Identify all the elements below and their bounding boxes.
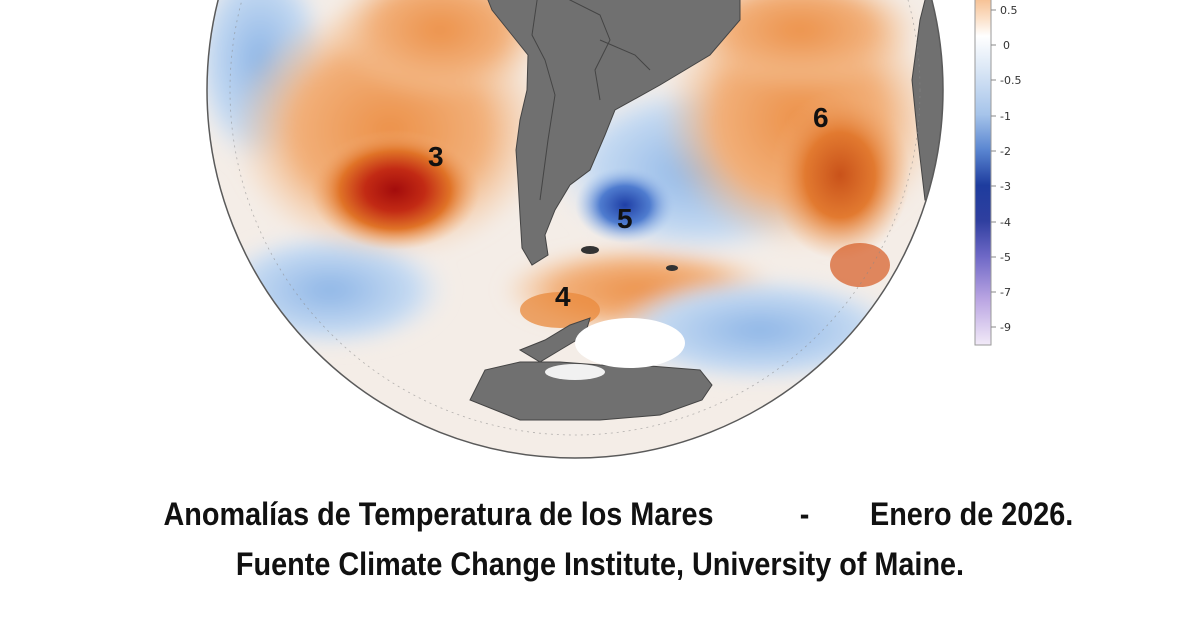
globe xyxy=(207,0,943,458)
colorbar-ticks xyxy=(991,9,996,328)
warm-anomaly-north xyxy=(330,0,550,100)
colorbar-tick-label: -0.5 xyxy=(1000,74,1021,87)
cold-anomaly-5 xyxy=(575,167,675,243)
anomaly-hotspot-3 xyxy=(310,130,480,250)
warm-anomaly-southeast-edge xyxy=(830,243,890,287)
globe-outline xyxy=(206,0,944,459)
antarctic-peninsula xyxy=(518,317,591,363)
region-label-3: 3 xyxy=(428,141,444,172)
falkland-islands xyxy=(581,246,599,254)
country-borders xyxy=(531,0,651,201)
warm-anomaly-northeast xyxy=(680,0,920,90)
graticule-ring xyxy=(229,0,921,436)
colorbar-tick-label: -4 xyxy=(1000,216,1011,229)
colorbar-tick-label: -5 xyxy=(1000,251,1011,264)
colorbar-tick-label: -7 xyxy=(1000,286,1011,299)
colorbar-tick-label: 0.5 xyxy=(1000,4,1018,17)
colorbar-tick-label: 0 xyxy=(1003,39,1010,52)
south-georgia xyxy=(666,265,678,271)
colorbar-tick-label: -3 xyxy=(1000,180,1011,193)
region-label-6: 6 xyxy=(813,102,829,133)
colorbar-tick-label: -1 xyxy=(1000,110,1011,123)
south-america-landmass xyxy=(479,0,741,266)
region-label-4: 4 xyxy=(555,281,571,312)
colorbar-gradient xyxy=(974,0,992,346)
colorbar: 0.5 0 -0.5 -1 -2 -3 -4 -5 -7 -9 xyxy=(974,0,1021,346)
warm-anomaly-4 xyxy=(520,292,600,328)
caption-title: Anomalías de Temperatura de los Mares xyxy=(163,496,714,532)
sea-ice-shelf xyxy=(575,318,685,368)
region-label-5: 5 xyxy=(617,203,633,234)
colorbar-tick-label: -9 xyxy=(1000,321,1011,334)
antarctica-landmass xyxy=(469,361,713,421)
sea-ice-fringe xyxy=(545,364,605,380)
colorbar-tick-label: -2 xyxy=(1000,145,1011,158)
caption-source: Fuente Climate Change Institute, Univers… xyxy=(235,546,965,582)
africa-landmass xyxy=(911,0,943,201)
anomaly-hotspot-6 xyxy=(770,90,910,260)
caption-date: Enero de 2026. xyxy=(870,496,1074,532)
caption-separator: - xyxy=(799,496,810,532)
